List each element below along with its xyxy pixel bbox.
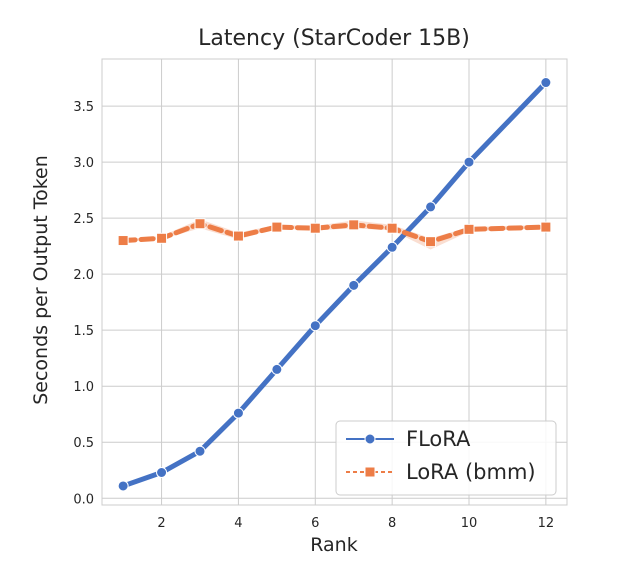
x-tick-label: 2 <box>157 516 165 531</box>
lora-point <box>540 221 552 233</box>
x-axis-label: Rank <box>310 534 357 556</box>
flora-point <box>348 279 360 291</box>
lora-point <box>232 230 244 242</box>
x-tick-label: 4 <box>234 516 242 531</box>
lora-variance-band <box>123 219 546 250</box>
y-tick-label: 3.0 <box>73 156 94 171</box>
flora-point <box>309 320 321 332</box>
lora-point <box>117 235 129 247</box>
flora-point <box>156 467 168 479</box>
series-layer <box>117 77 552 492</box>
flora-point <box>425 201 437 213</box>
chart-title: Latency (StarCoder 15B) <box>198 26 470 51</box>
lora-point <box>194 218 206 230</box>
x-tick-label: 10 <box>461 516 478 531</box>
y-tick-labels: 0.0 0.5 1.0 1.5 2.0 2.5 3.0 3.5 <box>73 100 94 507</box>
flora-point <box>386 241 398 253</box>
x-tick-label: 6 <box>311 516 319 531</box>
x-tick-label: 12 <box>538 516 555 531</box>
plot-area <box>101 58 568 506</box>
lora-point <box>425 236 437 248</box>
y-tick-label: 2.0 <box>73 268 94 283</box>
lora-point <box>463 223 475 235</box>
legend-lora-marker <box>364 466 376 478</box>
y-tick-label: 1.0 <box>73 380 94 395</box>
legend-flora-marker <box>364 433 376 445</box>
x-tick-labels: 2 4 6 8 10 12 <box>157 516 554 531</box>
flora-point <box>194 445 206 457</box>
lora-point <box>156 232 168 244</box>
flora-point <box>117 480 129 492</box>
y-axis-label: Seconds per Output Token <box>30 155 52 405</box>
lora-point <box>309 222 321 234</box>
y-tick-label: 1.5 <box>73 324 94 339</box>
flora-point <box>271 363 283 375</box>
flora-point <box>232 407 244 419</box>
lora-band <box>123 219 546 250</box>
flora-point <box>463 156 475 168</box>
legend-flora-label: FLoRA <box>406 427 471 451</box>
y-tick-label: 0.5 <box>73 436 94 451</box>
lora-point <box>386 222 398 234</box>
x-tick-label: 8 <box>388 516 396 531</box>
y-tick-label: 3.5 <box>73 100 94 115</box>
lora-point <box>348 219 360 231</box>
flora-point <box>540 77 552 89</box>
legend-lora-label: LoRA (bmm) <box>406 460 536 484</box>
y-tick-label: 0.0 <box>73 492 94 507</box>
y-tick-label: 2.5 <box>73 212 94 227</box>
legend: FLoRA LoRA (bmm) <box>335 420 557 496</box>
lora-point <box>271 221 283 233</box>
